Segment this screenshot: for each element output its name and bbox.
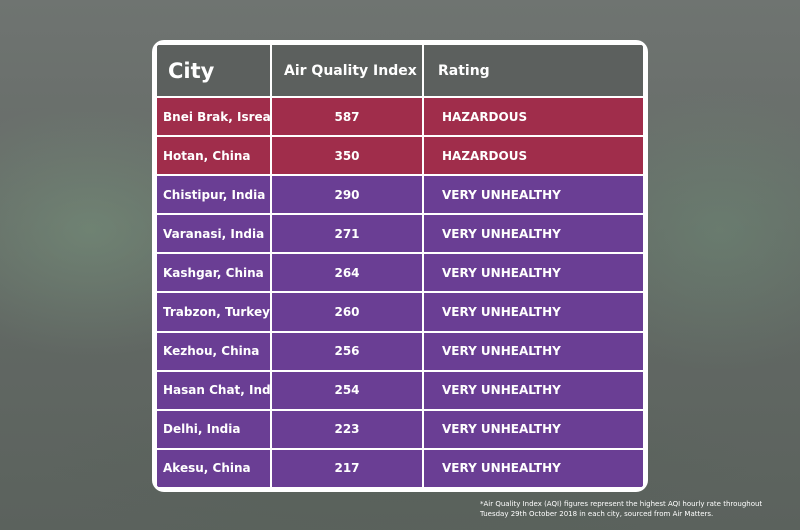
aqi-cell: 271 <box>270 213 424 255</box>
city-cell: Kashgar, China <box>155 252 272 294</box>
rating-cell: VERY UNHEALTHY <box>422 330 645 372</box>
city-cell: Delhi, India <box>155 408 272 450</box>
table-row: Delhi, India 223 VERY UNHEALTHY <box>155 408 645 450</box>
city-cell: Hasan Chat, India <box>155 369 272 411</box>
table-row: Akesu, China 217 VERY UNHEALTHY <box>155 447 645 489</box>
aqi-cell: 587 <box>270 95 424 138</box>
table-header-row: City Air Quality Index Rating <box>155 43 645 98</box>
header-rating: Rating <box>422 43 645 98</box>
aqi-cell: 254 <box>270 369 424 411</box>
rating-cell: VERY UNHEALTHY <box>422 369 645 411</box>
aqi-cell: 260 <box>270 291 424 333</box>
header-city: City <box>155 43 272 98</box>
city-cell: Akesu, China <box>155 447 272 489</box>
table-row: Trabzon, Turkey 260 VERY UNHEALTHY <box>155 291 645 333</box>
table-row: Hotan, China 350 HAZARDOUS <box>155 135 645 177</box>
table-row: Chistipur, India 290 VERY UNHEALTHY <box>155 174 645 216</box>
city-cell: Varanasi, India <box>155 213 272 255</box>
footnote-line: Tuesday 29th October 2018 in each city, … <box>480 510 714 518</box>
city-cell: Chistipur, India <box>155 174 272 216</box>
rating-cell: VERY UNHEALTHY <box>422 174 645 216</box>
aqi-table-frame: City Air Quality Index Rating Bnei Brak,… <box>152 40 648 492</box>
city-cell: Trabzon, Turkey <box>155 291 272 333</box>
aqi-cell: 264 <box>270 252 424 294</box>
rating-cell: VERY UNHEALTHY <box>422 291 645 333</box>
rating-cell: VERY UNHEALTHY <box>422 252 645 294</box>
city-cell: Kezhou, China <box>155 330 272 372</box>
city-cell: Bnei Brak, Isreal <box>155 95 272 138</box>
aqi-cell: 290 <box>270 174 424 216</box>
table-row: Kezhou, China 256 VERY UNHEALTHY <box>155 330 645 372</box>
city-cell: Hotan, China <box>155 135 272 177</box>
aqi-table: City Air Quality Index Rating Bnei Brak,… <box>155 43 645 489</box>
footnote-line: *Air Quality Index (AQI) figures represe… <box>480 500 763 508</box>
rating-cell: HAZARDOUS <box>422 95 645 138</box>
header-aqi: Air Quality Index <box>270 43 424 98</box>
rating-cell: VERY UNHEALTHY <box>422 213 645 255</box>
table-row: Hasan Chat, India 254 VERY UNHEALTHY <box>155 369 645 411</box>
footnote: *Air Quality Index (AQI) figures represe… <box>480 499 796 519</box>
table-row: Kashgar, China 264 VERY UNHEALTHY <box>155 252 645 294</box>
aqi-cell: 256 <box>270 330 424 372</box>
rating-cell: HAZARDOUS <box>422 135 645 177</box>
aqi-cell: 350 <box>270 135 424 177</box>
table-row: Bnei Brak, Isreal 587 HAZARDOUS <box>155 95 645 138</box>
rating-cell: VERY UNHEALTHY <box>422 408 645 450</box>
aqi-cell: 217 <box>270 447 424 489</box>
aqi-cell: 223 <box>270 408 424 450</box>
table-row: Varanasi, India 271 VERY UNHEALTHY <box>155 213 645 255</box>
rating-cell: VERY UNHEALTHY <box>422 447 645 489</box>
